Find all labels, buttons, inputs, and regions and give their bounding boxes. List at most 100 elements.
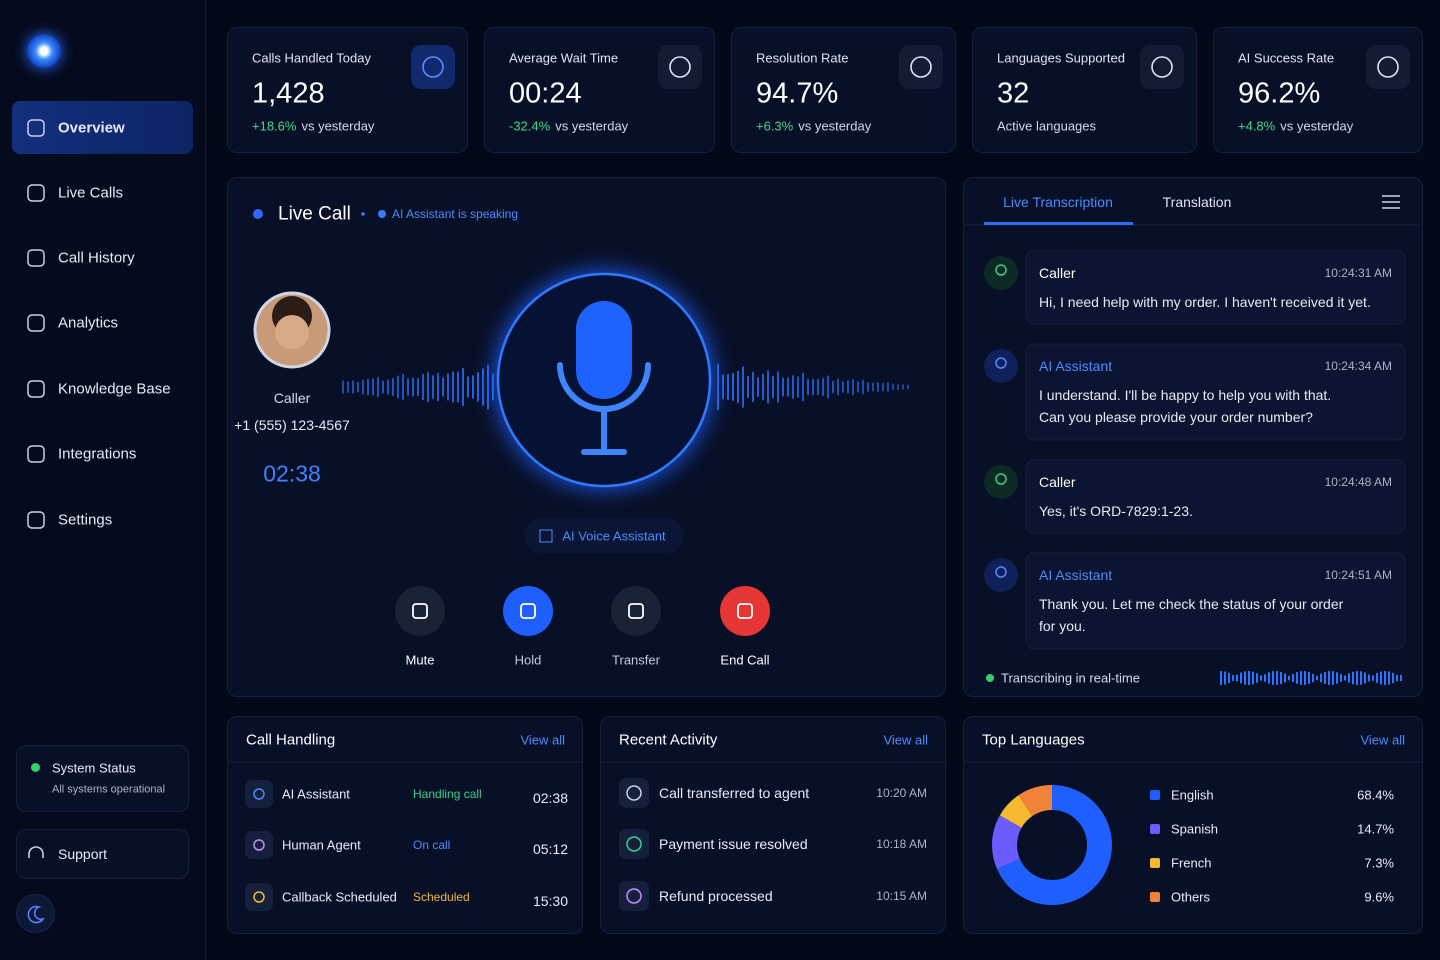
mini-wave <box>1356 671 1358 685</box>
wave-bar <box>362 379 364 395</box>
support-icon <box>28 846 44 858</box>
nav-item[interactable]: Knowledge Base <box>58 380 171 398</box>
stat-icon <box>1151 56 1173 78</box>
mini-wave <box>1336 672 1338 684</box>
speaker-name: AI Assistant <box>1039 567 1113 583</box>
control-button[interactable] <box>395 586 445 636</box>
view-all-link[interactable]: View all <box>1360 732 1405 748</box>
row-icon <box>245 883 273 911</box>
mini-wave <box>1248 671 1250 685</box>
wave-bar <box>372 378 374 396</box>
view-all-link[interactable]: View all <box>520 732 565 748</box>
nav-item[interactable]: Analytics <box>58 314 119 332</box>
recent-activity-panel <box>600 716 946 934</box>
moon-icon <box>27 905 45 924</box>
mini-wave <box>1352 671 1354 685</box>
mini-wave <box>1244 671 1246 685</box>
wave-bar <box>737 370 739 404</box>
wave-bar <box>812 378 814 396</box>
mini-wave <box>1376 673 1378 683</box>
wave-bar <box>492 373 494 401</box>
stat-note: vs yesterday <box>798 118 872 134</box>
control-button[interactable] <box>503 586 553 636</box>
stat-label: Average Wait Time <box>509 50 619 66</box>
nav-item[interactable]: Call History <box>58 249 135 267</box>
wave-bar <box>427 371 429 403</box>
support-label[interactable]: Support <box>58 846 108 862</box>
caller-label: Caller <box>273 390 311 406</box>
mini-wave <box>1324 671 1326 685</box>
nav-icon <box>27 184 45 202</box>
nav-icon <box>27 380 45 398</box>
control-label[interactable]: End Call <box>720 652 770 668</box>
mini-wave <box>1308 672 1310 684</box>
badge-icon <box>539 529 553 543</box>
mini-wave <box>1304 671 1306 685</box>
mini-wave <box>1348 673 1350 683</box>
wave-bar <box>342 380 344 394</box>
mini-wave <box>1400 674 1402 682</box>
stat-value: 94.7% <box>756 77 839 110</box>
wave-bar <box>852 378 854 396</box>
wave-bar <box>807 378 809 396</box>
control-button[interactable] <box>611 586 661 636</box>
control-label[interactable]: Transfer <box>612 652 660 668</box>
wave-bar <box>487 364 489 410</box>
message-line: for you. <box>1039 618 1086 634</box>
stat-change: +6.3% <box>756 118 794 134</box>
agent-status: Handling call <box>413 787 482 801</box>
logo[interactable] <box>27 34 61 68</box>
stat-label: Calls Handled Today <box>252 50 371 66</box>
wave-bar <box>752 371 754 403</box>
call-handling-panel <box>227 716 583 934</box>
speaker-name: AI Assistant <box>1039 358 1113 374</box>
mini-wave <box>1328 671 1330 685</box>
message-bubble <box>1025 552 1406 650</box>
control-label[interactable]: Hold <box>514 652 542 668</box>
nav-item[interactable]: Settings <box>58 511 113 529</box>
support-button[interactable] <box>16 829 189 879</box>
tab[interactable]: Live Transcription <box>1003 194 1113 210</box>
message-time: 10:24:31 AM <box>1324 266 1392 280</box>
nav-item[interactable]: Integrations <box>58 445 137 463</box>
stat-value: 1,428 <box>252 77 325 110</box>
agent-time: 02:38 <box>532 790 568 806</box>
wave-bar <box>892 383 894 391</box>
live-call-status: AI Assistant is speaking <box>392 207 519 221</box>
speaker-avatar <box>984 558 1018 592</box>
sep-dot <box>361 212 365 216</box>
transcribing-status: Transcribing in real-time <box>1001 670 1140 686</box>
tab[interactable]: Translation <box>1162 194 1232 210</box>
row-glyph <box>253 788 265 800</box>
stat-icon <box>1377 56 1399 78</box>
mini-wave <box>1388 671 1390 685</box>
badge-bg <box>524 518 684 553</box>
stat-icon <box>910 56 932 78</box>
wave-bar <box>412 377 414 397</box>
stat-icon-bg <box>411 45 455 89</box>
row-glyph <box>253 839 265 851</box>
wave-bar <box>772 375 774 399</box>
theme-toggle[interactable] <box>16 894 55 933</box>
status-title: System Status <box>52 760 136 776</box>
view-all-link[interactable]: View all <box>883 732 928 748</box>
wave-bar <box>422 373 424 401</box>
mini-wave <box>1224 671 1226 685</box>
nav-item[interactable]: Live Calls <box>58 184 124 202</box>
mini-wave <box>1264 674 1266 682</box>
legend-value: 68.4% <box>1357 787 1394 803</box>
control-button[interactable] <box>720 586 770 636</box>
wave-bar <box>877 382 879 392</box>
nav-item[interactable]: Overview <box>58 119 125 137</box>
control-label[interactable]: Mute <box>405 652 435 668</box>
legend-value: 9.6% <box>1364 889 1394 905</box>
mini-wave <box>1240 672 1242 684</box>
legend-swatch <box>1150 858 1160 868</box>
mini-wave <box>1392 672 1394 684</box>
mini-wave <box>1252 671 1254 685</box>
mini-wave <box>1276 671 1278 685</box>
agent-name: Human Agent <box>282 837 361 853</box>
wave-bar <box>832 380 834 394</box>
stat-icon-bg <box>1140 45 1184 89</box>
